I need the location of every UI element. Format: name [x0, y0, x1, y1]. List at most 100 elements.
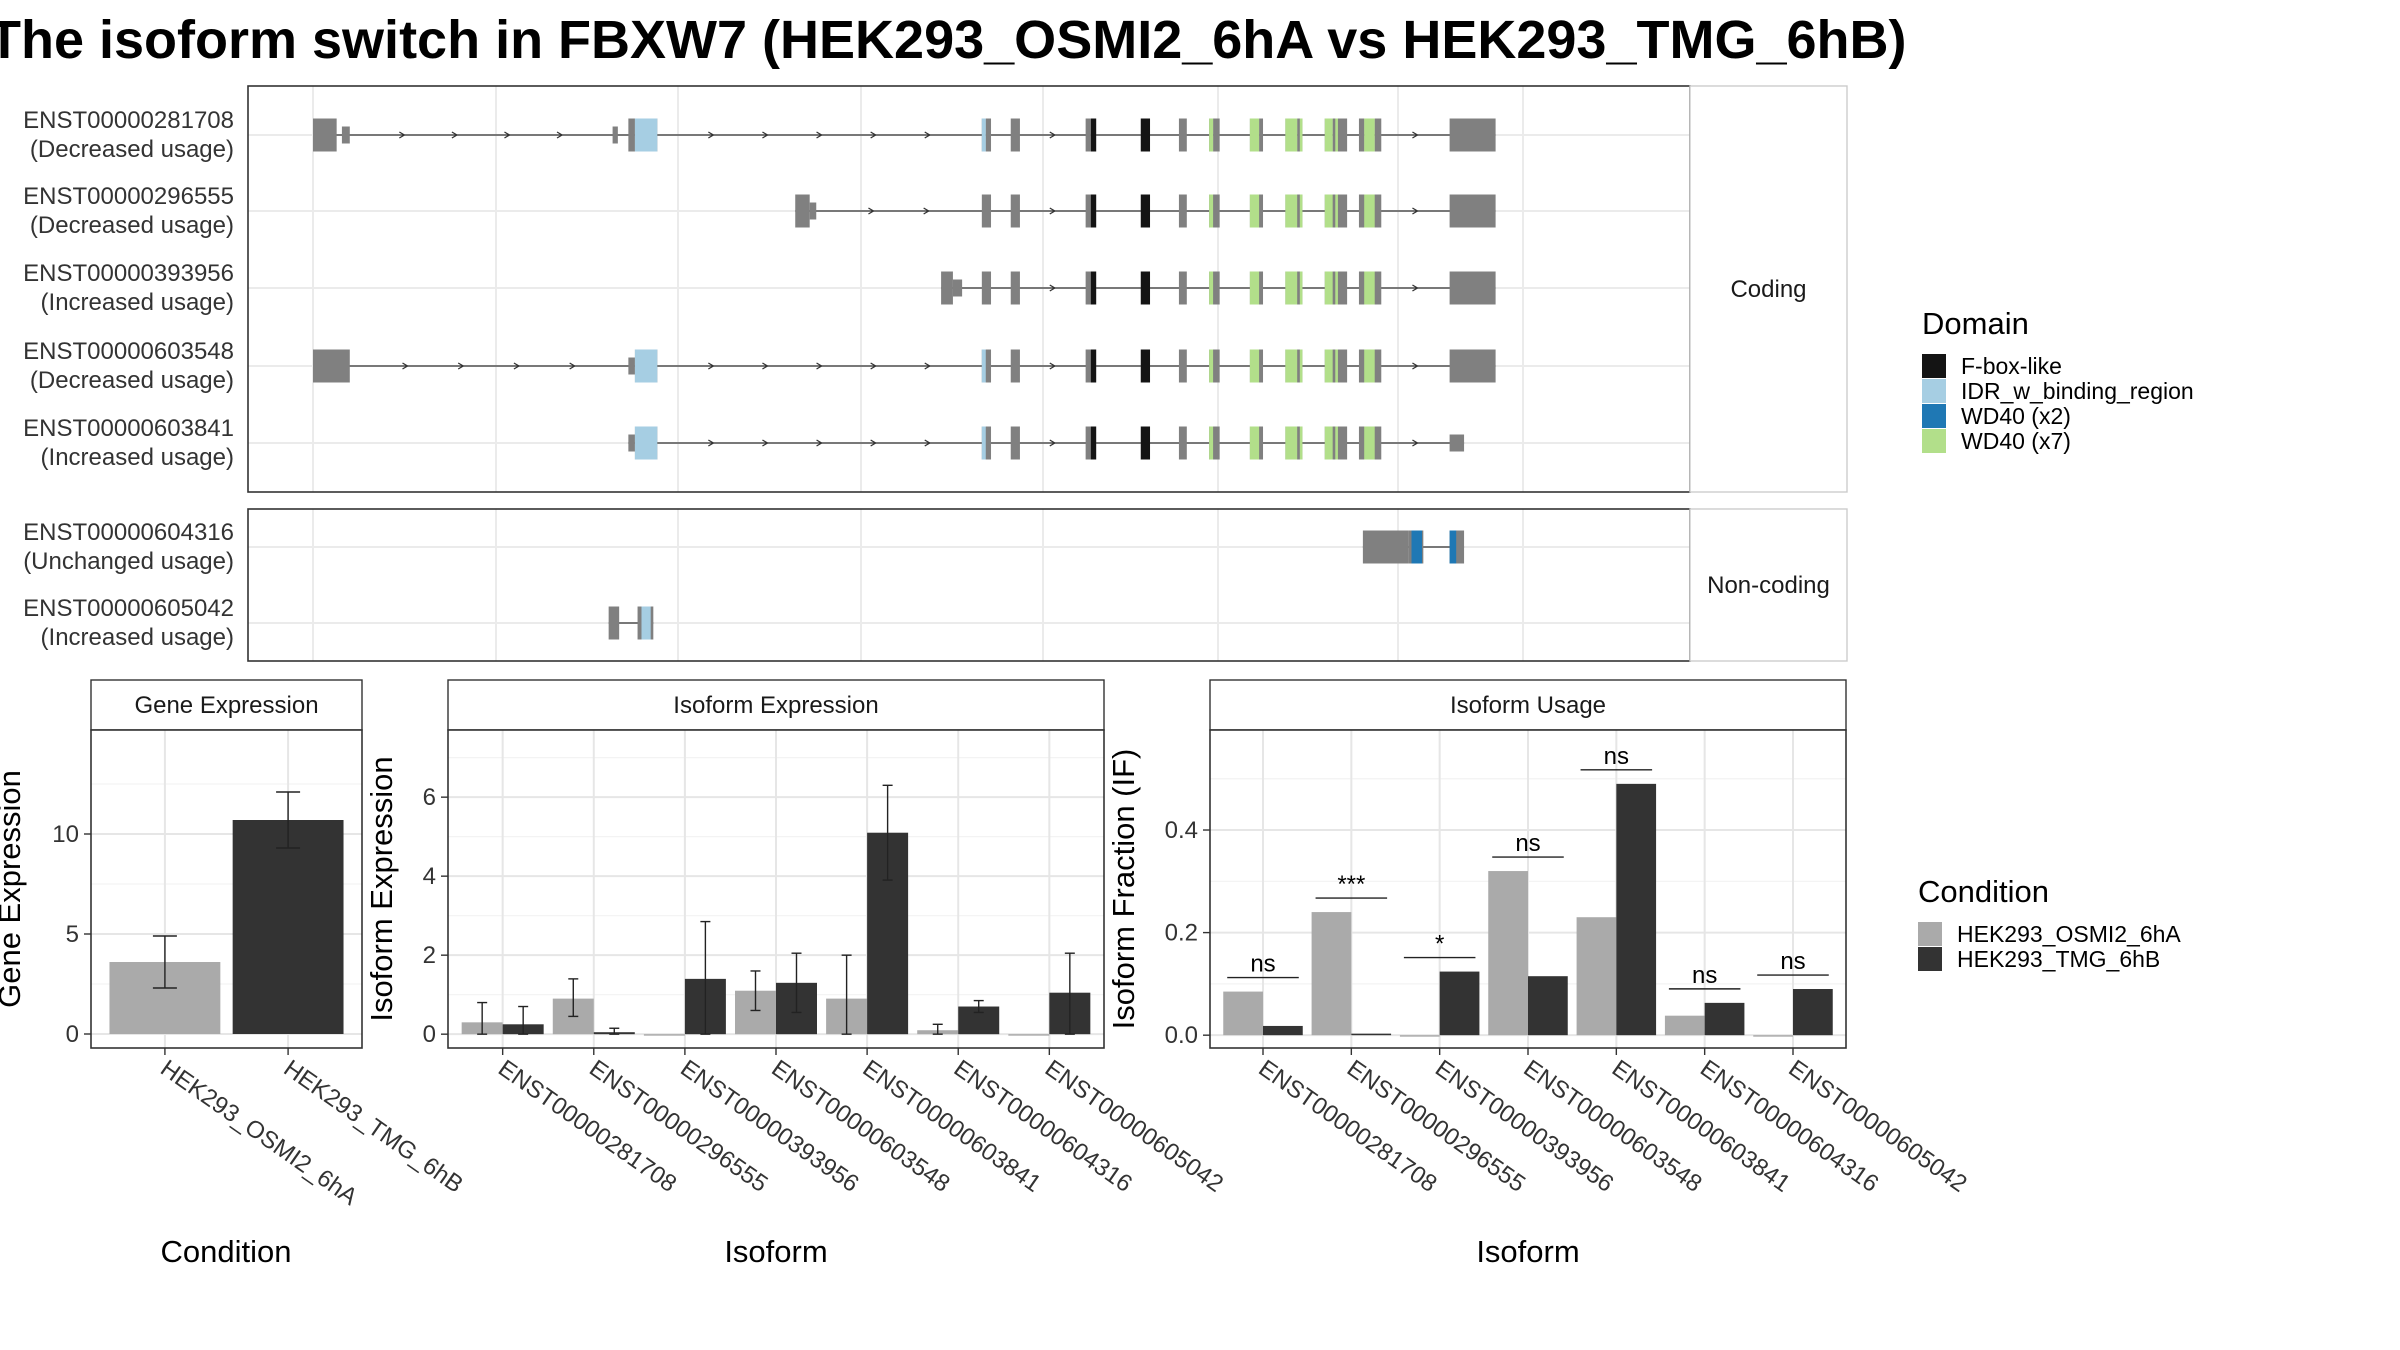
exon [1213, 118, 1220, 152]
exon [981, 194, 992, 228]
domain-legend-label: WD40 (x2) [1961, 403, 2071, 429]
bar [643, 1034, 685, 1036]
facet-strip-label: Coding [1730, 276, 1806, 303]
intron-arrow [870, 439, 877, 447]
x-axis-title: Isoform [1476, 1234, 1579, 1269]
facet-strip [1689, 85, 1848, 493]
domain-region [1209, 194, 1214, 228]
domain-legend-key [1922, 354, 1946, 378]
bar [1311, 912, 1352, 1036]
bar [1793, 989, 1833, 1036]
bar-chart-panels: Gene Expression0510HEK293_OSMI2_6hAHEK29… [0, 679, 1972, 1269]
bar [1263, 1025, 1303, 1036]
significance-label: ns [1692, 962, 1717, 989]
intron-arrow [1412, 362, 1419, 370]
domain-region [1324, 118, 1333, 152]
exon [985, 118, 992, 152]
significance-label: ns [1604, 743, 1629, 770]
condition-legend-title: Condition [1918, 874, 2049, 909]
y-tick-label: 0.4 [1165, 817, 1198, 844]
domain-region [1285, 349, 1298, 383]
domain-region [1285, 194, 1298, 228]
domain-legend-title: Domain [1922, 306, 2029, 341]
exon [1449, 434, 1465, 452]
intron-arrow [1049, 439, 1057, 447]
exon [1010, 426, 1020, 460]
domain-region [981, 426, 986, 460]
exon [1010, 349, 1020, 383]
structure-panel-background [248, 509, 1690, 661]
intron-arrow [1049, 207, 1057, 215]
transcript-usage-label: (Unchanged usage) [23, 548, 234, 575]
facet-strip-label: Non-coding [1707, 572, 1830, 599]
panel-title: Isoform Expression [673, 692, 878, 719]
intron-arrow [762, 131, 769, 139]
domain-region [1090, 271, 1097, 305]
domain-region [1090, 349, 1097, 383]
condition-legend-key [1918, 922, 1942, 946]
facet-strip [90, 679, 363, 731]
bar [1664, 1015, 1705, 1036]
domain-region [1090, 426, 1097, 460]
bar [1351, 1033, 1392, 1036]
intron-arrow [924, 439, 931, 447]
transcript-usage-label: (Increased usage) [41, 444, 234, 471]
intron-arrow [1412, 207, 1419, 215]
domain-region [1285, 426, 1298, 460]
domain-region [1324, 271, 1333, 305]
facet-strip [1689, 508, 1848, 662]
domain-region [1209, 426, 1214, 460]
domain-region [1249, 426, 1260, 460]
significance-label: ns [1250, 951, 1275, 978]
domain-legend-label: IDR_w_binding_region [1961, 378, 2194, 404]
y-axis-title: Gene Expression [0, 770, 27, 1008]
x-tick-label: HEK293_OSMI2_6hA [155, 1055, 362, 1211]
exon [1178, 349, 1187, 383]
domain-region [981, 118, 986, 152]
domain-region [1364, 194, 1375, 228]
domain-region [1335, 118, 1338, 152]
domain-region [1140, 426, 1151, 460]
domain-region [1364, 118, 1375, 152]
domain-region [1324, 426, 1333, 460]
domain-region [641, 606, 651, 640]
intron-arrow [762, 439, 769, 447]
domain-region [634, 349, 658, 383]
intron-arrow [1049, 362, 1057, 370]
domain-region [1299, 426, 1303, 460]
transcript-id-label: ENST00000603841 [23, 415, 234, 442]
intron-arrow [708, 439, 715, 447]
y-tick-label: 5 [66, 921, 79, 948]
domain-region [1335, 349, 1338, 383]
transcript-id-label: ENST00000605042 [23, 595, 234, 622]
intron-arrow [504, 131, 511, 139]
facet-strip [1209, 679, 1847, 731]
exon [795, 194, 810, 228]
domain-region [1285, 118, 1298, 152]
significance-label: * [1435, 931, 1444, 958]
domain-region [1324, 194, 1333, 228]
bar [1399, 1035, 1440, 1037]
intron-arrow [1412, 439, 1419, 447]
exon [1178, 271, 1187, 305]
domain-legend-key [1922, 429, 1946, 453]
bar [1576, 917, 1617, 1036]
intron-arrow [816, 439, 823, 447]
domain-region [1209, 271, 1214, 305]
exon [1362, 530, 1409, 564]
exon [1010, 194, 1020, 228]
intron-arrow [1049, 131, 1057, 139]
exon [1209, 271, 1220, 305]
exon [628, 357, 635, 375]
bar [1528, 976, 1568, 1036]
intron-arrow [708, 131, 715, 139]
y-tick-label: 0.0 [1165, 1022, 1198, 1049]
intron-arrow [1412, 284, 1419, 292]
domain-region [1299, 194, 1303, 228]
bar [1704, 1002, 1745, 1036]
exon [1178, 118, 1187, 152]
domain-region [1299, 349, 1303, 383]
y-tick-label: 0 [423, 1021, 436, 1048]
